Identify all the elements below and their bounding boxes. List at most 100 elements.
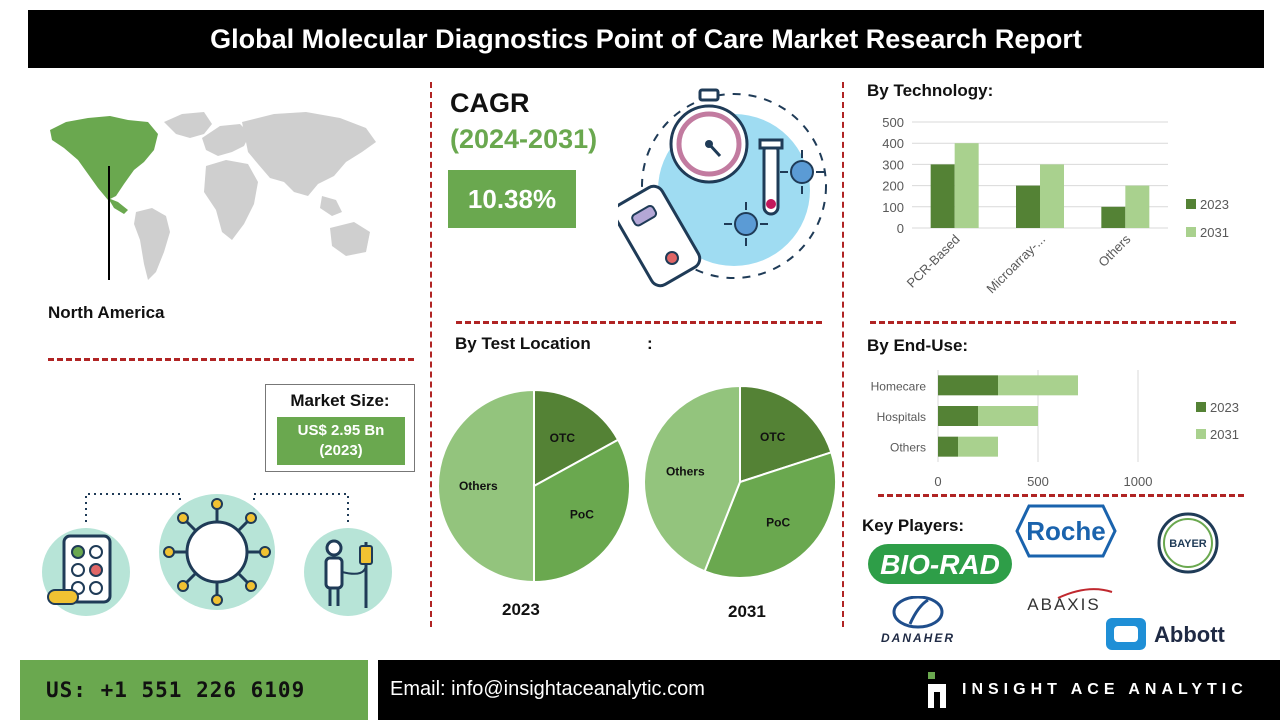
pie-slice-poc	[533, 438, 631, 584]
brand-logo-icon	[928, 672, 946, 708]
market-size-title: Market Size:	[290, 391, 390, 410]
pie-year-2031: 2031	[728, 602, 766, 621]
legend-label-2031: 2031	[1200, 225, 1229, 240]
pie-slice-others	[437, 388, 535, 584]
cagr-title: CAGR	[450, 88, 530, 118]
y-tick-100: 100	[882, 200, 904, 215]
stopwatch-icon	[669, 88, 749, 184]
footer-phone[interactable]: US: +1 551 226 6109	[20, 660, 368, 720]
technology-chart: 0 100 200 300 400 500 PCR-Based Microarray-... O…	[882, 115, 1229, 297]
asia-shape	[242, 112, 376, 196]
bayer-wordmark: BAYER	[1169, 538, 1207, 550]
africa-shape	[204, 160, 258, 240]
bar-hospitals-2023	[938, 406, 978, 426]
europe-shape	[202, 124, 250, 156]
bar-homecare-2031	[998, 375, 1078, 396]
y-tick-300: 300	[882, 157, 904, 172]
central-america-shape	[108, 198, 128, 214]
footer-email[interactable]: Email: info@insightaceanalytic.com	[390, 678, 705, 700]
x-tick-pcr-based: PCR-Based	[904, 232, 963, 291]
pie-label-poc: PoC	[570, 507, 594, 521]
bio-rad-logo: BIO-RAD	[868, 544, 1012, 584]
x-tick-microarray: Microarray-...	[983, 232, 1048, 297]
legend-label-2023: 2023	[1210, 400, 1239, 415]
footer-brand: INSIGHT ACE ANALYTIC	[962, 681, 1248, 698]
abaxis-logo: ABAXIS	[1027, 588, 1113, 614]
divider-right	[842, 82, 844, 627]
pie-chart-2031: OTC PoC Others	[643, 384, 837, 579]
region-label: North America	[48, 303, 165, 322]
virus-small-icon	[724, 150, 824, 246]
bar-others-2023	[938, 436, 958, 457]
test-cassette-icon	[618, 184, 702, 288]
pie-label-otc: OTC	[760, 430, 786, 444]
abbott-logo: Abbott	[1106, 618, 1226, 650]
market-size-box: Market Size: US$ 2.95 Bn (2023)	[265, 384, 415, 472]
cagr-value: 10.38%	[448, 170, 576, 228]
pills-icon	[42, 528, 130, 616]
market-size-year: (2023)	[319, 442, 363, 459]
pie-slice-otc	[739, 384, 833, 484]
world-map	[50, 112, 376, 280]
y-tick-hospitals: Hospitals	[877, 410, 926, 424]
test-tube-icon	[758, 138, 784, 216]
footer-bar: Email: info@insightaceanalytic.com INSIG…	[378, 660, 1280, 720]
danaher-wordmark: DANAHER	[881, 631, 955, 645]
divider-left	[430, 82, 432, 627]
danaher-logo: DANAHER	[881, 596, 955, 645]
market-size-value-box: US$ 2.95 Bn (2023)	[277, 417, 405, 465]
y-tick-0: 0	[897, 221, 904, 236]
bio-rad-wordmark: BIO-RAD	[880, 549, 1000, 580]
pie-year-2023: 2023	[502, 600, 540, 619]
connector-left	[85, 493, 181, 522]
indonesia-shape	[320, 196, 342, 216]
page-title: Global Molecular Diagnostics Point of Ca…	[28, 10, 1264, 68]
medical-icons	[42, 493, 392, 616]
bar-pcr-based-2031	[954, 143, 979, 228]
region-pointer	[108, 166, 110, 280]
pie-label-poc: PoC	[766, 516, 790, 530]
south-america-shape	[134, 208, 170, 280]
technology-title: By Technology:	[867, 81, 994, 100]
divider-technology	[870, 321, 1236, 324]
legend-swatch-2023	[1196, 402, 1206, 412]
abaxis-wordmark: ABAXIS	[1027, 595, 1100, 614]
market-size-value: US$ 2.95 Bn	[297, 422, 385, 439]
bar-others-2031	[958, 436, 998, 457]
pie-label-others: Others	[459, 479, 498, 493]
divider-region	[48, 358, 414, 361]
pie-slice-poc	[703, 451, 837, 579]
roche-wordmark: Roche	[1026, 516, 1105, 546]
key-players-title: Key Players:	[862, 516, 965, 535]
pie-slice-others	[643, 384, 741, 573]
x-tick-0: 0	[934, 474, 941, 489]
legend-swatch-2031	[1186, 227, 1196, 237]
australia-shape	[330, 222, 370, 256]
north-america-shape	[50, 116, 158, 200]
abbott-wordmark: Abbott	[1154, 622, 1226, 647]
pie-slice-otc	[533, 388, 620, 488]
divider-enduse	[878, 494, 1244, 497]
bar-pcr-based-2023	[930, 164, 955, 228]
bar-hospitals-2031	[978, 406, 1038, 426]
end-use-title: By End-Use:	[867, 336, 969, 355]
y-tick-400: 400	[882, 136, 904, 151]
legend-label-2031: 2031	[1210, 427, 1239, 442]
pie-chart-2023: OTC PoC Others	[437, 388, 631, 584]
bar-homecare-2023	[938, 375, 998, 396]
y-tick-200: 200	[882, 179, 904, 194]
test-location-colon: :	[647, 334, 653, 353]
patient-iv-icon	[304, 528, 392, 616]
x-tick-others: Others	[1095, 231, 1134, 270]
y-tick-500: 500	[882, 115, 904, 130]
bar-others-2023	[1101, 206, 1126, 228]
end-use-chart: Homecare Hospitals Others 0 500 1000 2023 2031	[871, 370, 1239, 489]
legend-swatch-2031	[1196, 429, 1206, 439]
greenland-shape	[164, 112, 212, 138]
bar-microarray-2023	[1016, 185, 1040, 228]
legend-swatch-2023	[1186, 199, 1196, 209]
y-tick-homecare: Homecare	[871, 379, 927, 393]
pie-label-otc: OTC	[550, 431, 576, 445]
pie-label-others: Others	[666, 465, 705, 479]
dashed-ring	[641, 93, 827, 279]
